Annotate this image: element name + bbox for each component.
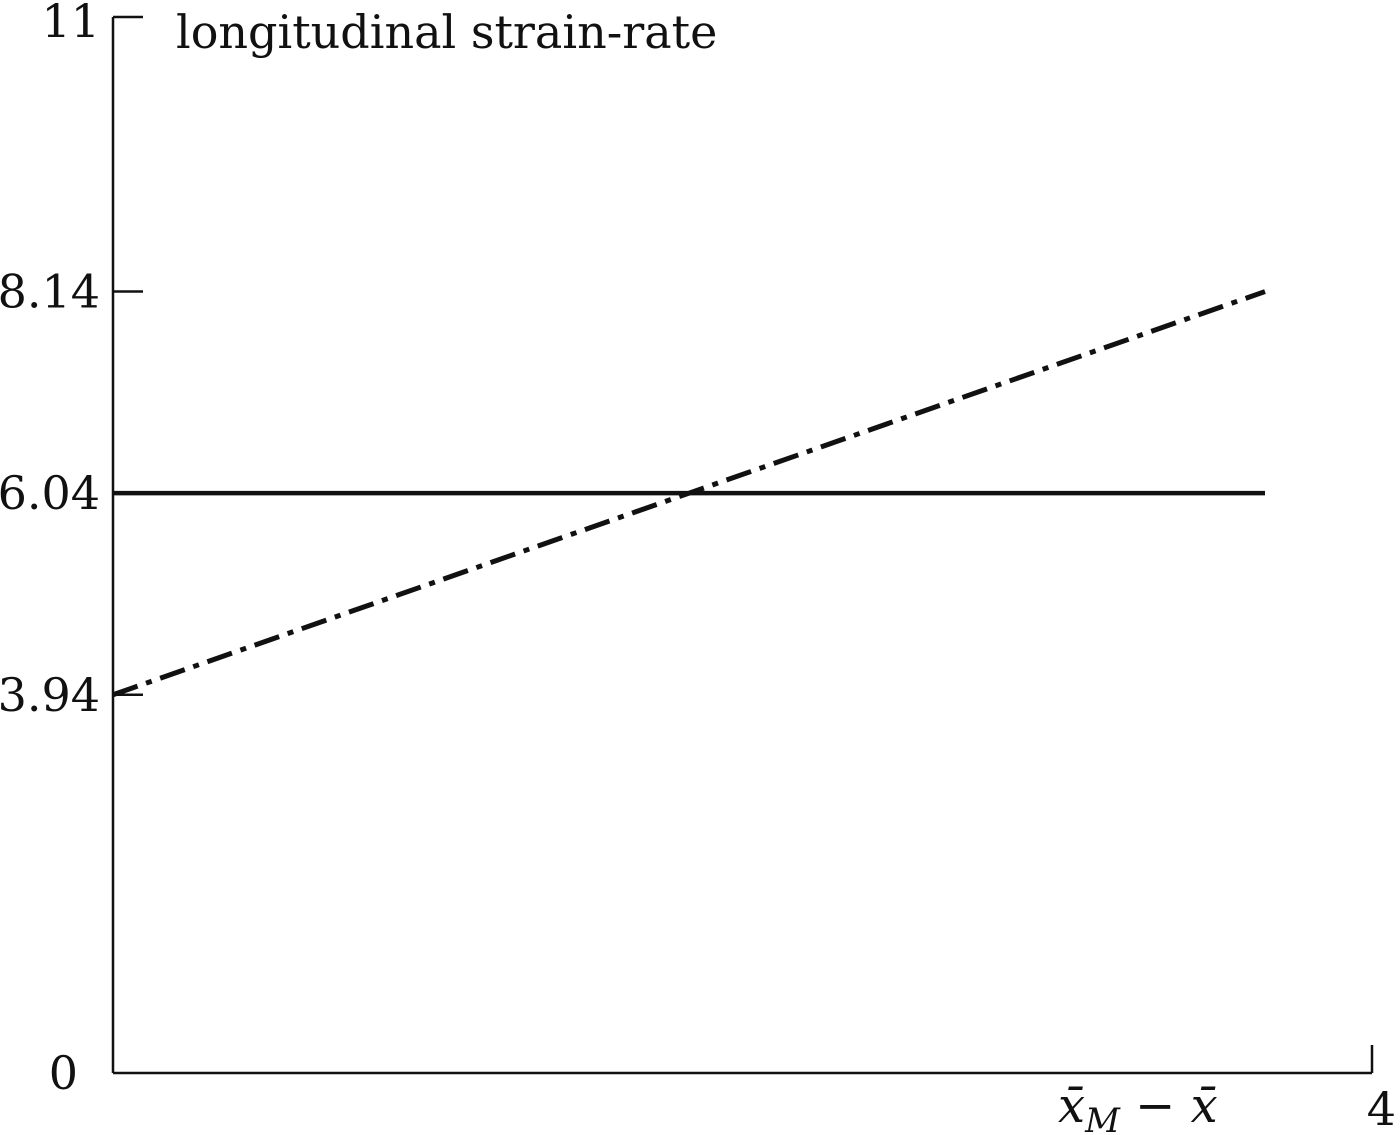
x-axis-label-base: x̄ xyxy=(1058,1078,1085,1134)
y-tick-label-2: 6.04 xyxy=(0,466,100,520)
plot-series xyxy=(112,289,1266,698)
y-tick-label-1: 3.94 xyxy=(0,668,100,722)
x-axis-label-sub: M xyxy=(1084,1101,1121,1135)
y-tick-label-4: 11 xyxy=(41,0,100,48)
series-line-dash-dot xyxy=(112,289,1266,698)
x-tick-label-0: 4 xyxy=(1367,1082,1396,1135)
y-axis-label: longitudinal strain-rate xyxy=(176,5,717,59)
y-tick-label-0: 0 xyxy=(49,1046,78,1100)
y-tick-label-3: 8.14 xyxy=(0,265,100,319)
x-axis-label: x̄M − x̄ xyxy=(1058,1078,1218,1135)
x-axis-label-rest: − x̄ xyxy=(1120,1078,1218,1134)
axis-labels: longitudinal strain-rate x̄M − x̄ xyxy=(176,5,1218,1135)
